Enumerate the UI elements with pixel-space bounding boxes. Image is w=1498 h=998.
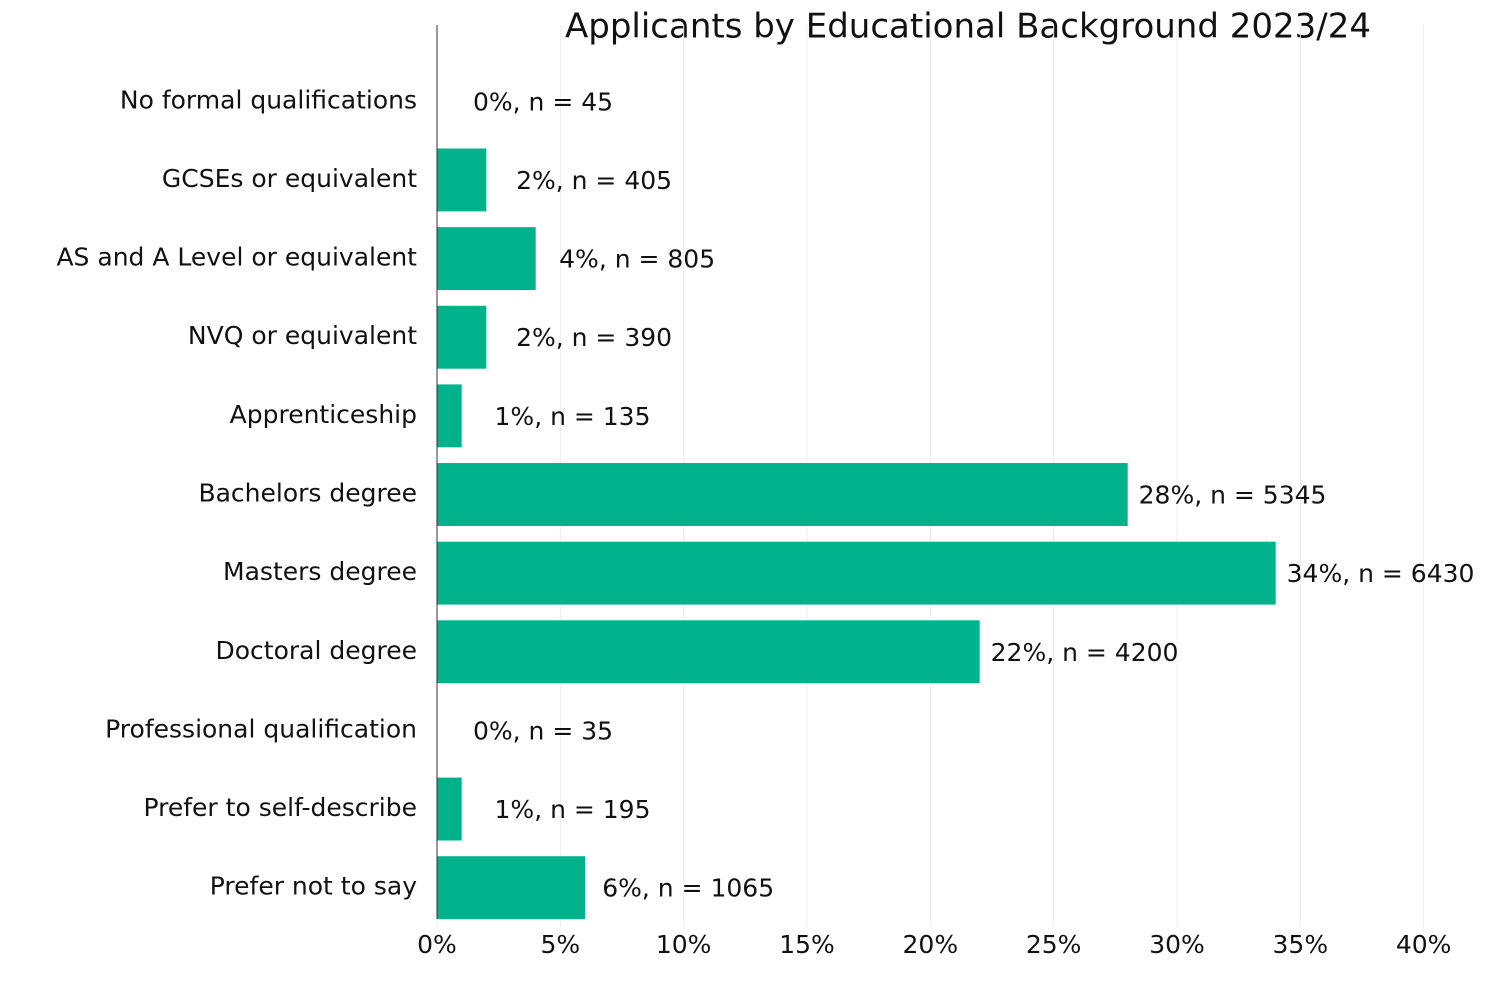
value-label: 28%, n = 5345 (1139, 481, 1327, 510)
bar (437, 620, 980, 684)
bar (437, 227, 536, 291)
x-tick-label: 20% (903, 930, 959, 959)
x-tick-label: 40% (1396, 930, 1452, 959)
y-tick-label: NVQ or equivalent (188, 321, 417, 350)
bar (437, 305, 487, 369)
value-label: 2%, n = 390 (516, 323, 672, 352)
bar (437, 856, 585, 920)
bar (437, 384, 462, 448)
x-tick-label: 0% (417, 930, 457, 959)
value-label: 1%, n = 195 (495, 795, 651, 824)
y-tick-label: Prefer not to say (210, 872, 417, 901)
bar (437, 148, 487, 212)
value-label: 1%, n = 135 (495, 402, 651, 431)
value-label: 2%, n = 405 (516, 166, 672, 195)
x-tick-label: 35% (1273, 930, 1329, 959)
x-tick-label: 25% (1026, 930, 1082, 959)
y-tick-label: Bachelors degree (198, 479, 417, 508)
y-tick-label: Prefer to self-describe (144, 793, 418, 822)
y-tick-label: GCSEs or equivalent (162, 164, 417, 193)
y-tick-label: Doctoral degree (216, 636, 418, 665)
y-tick-label: Masters degree (223, 557, 417, 586)
value-label: 0%, n = 35 (473, 716, 613, 745)
x-tick-label: 5% (540, 930, 580, 959)
x-tick-label: 30% (1149, 930, 1205, 959)
value-label: 22%, n = 4200 (991, 638, 1179, 667)
value-label: 34%, n = 6430 (1287, 559, 1475, 588)
x-tick-label: 15% (779, 930, 835, 959)
y-tick-label: Apprenticeship (230, 400, 417, 429)
y-tick-label: Professional qualification (105, 714, 417, 743)
value-label: 0%, n = 45 (473, 87, 613, 116)
bar (437, 541, 1276, 605)
bar (437, 777, 462, 841)
chart-title: Applicants by Educational Background 202… (565, 7, 1371, 47)
y-tick-label: AS and A Level or equivalent (56, 243, 417, 272)
value-label: 4%, n = 805 (559, 245, 715, 274)
x-tick-label: 10% (656, 930, 712, 959)
y-tick-label: No formal qualifications (120, 85, 417, 114)
value-label: 6%, n = 1065 (602, 874, 774, 903)
bar (437, 463, 1128, 526)
